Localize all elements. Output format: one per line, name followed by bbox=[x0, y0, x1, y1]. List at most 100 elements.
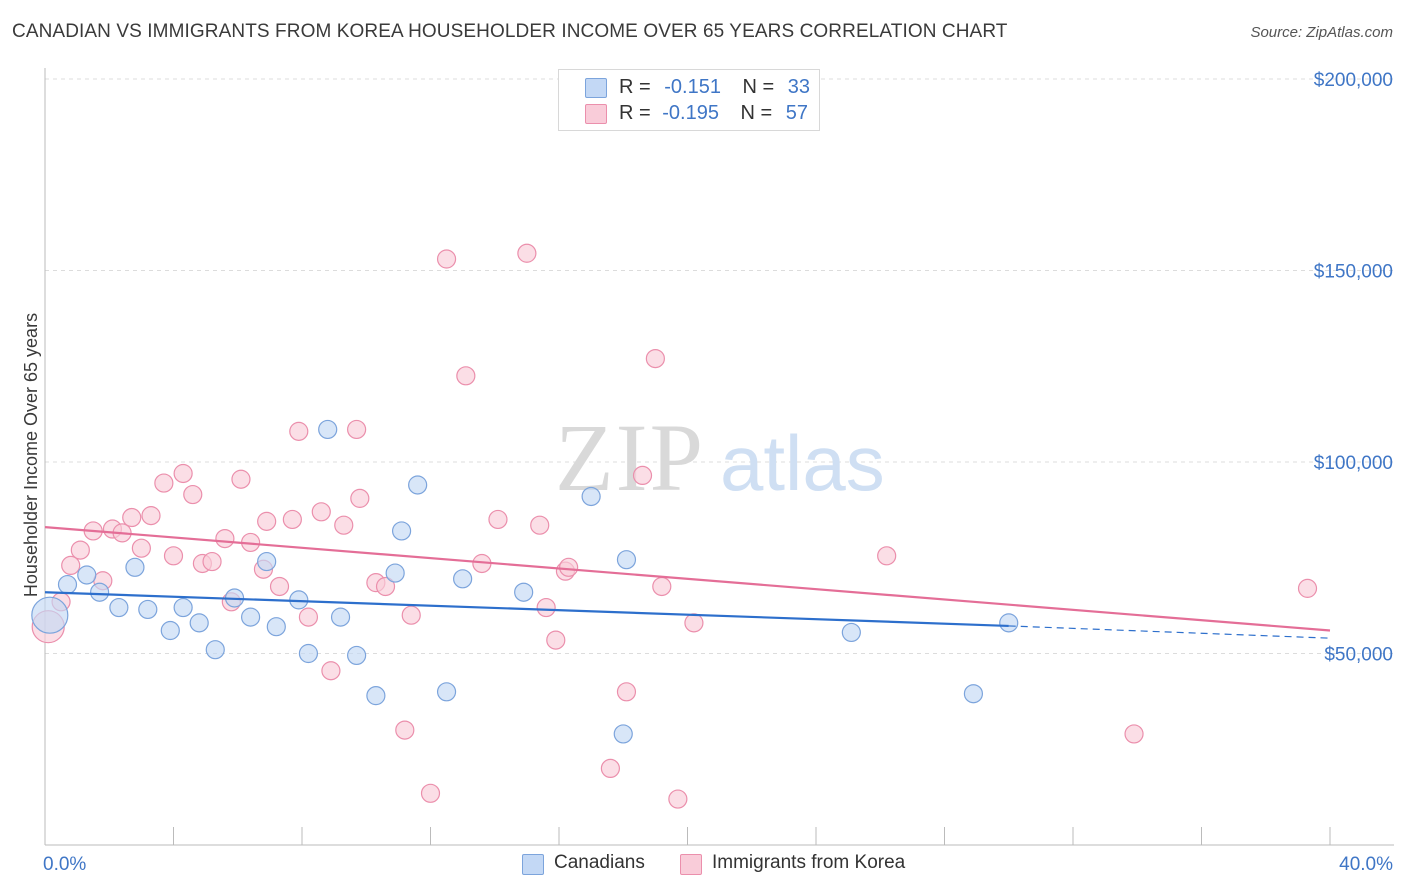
data-point bbox=[138, 599, 158, 620]
trend-line-canadians bbox=[44, 591, 1009, 628]
data-point bbox=[347, 645, 367, 666]
data-point bbox=[330, 607, 351, 627]
data-point bbox=[453, 569, 473, 589]
data-point bbox=[109, 597, 129, 618]
data-point bbox=[546, 630, 566, 650]
data-point bbox=[318, 419, 338, 440]
data-point bbox=[1297, 578, 1318, 598]
data-point bbox=[31, 596, 69, 634]
legend-swatch-blue bbox=[585, 78, 607, 98]
x-tick-labels: 0.0% 40.0% bbox=[43, 854, 1393, 875]
r-value: -0.195 bbox=[662, 102, 719, 124]
data-point bbox=[189, 613, 209, 633]
data-point bbox=[173, 463, 193, 484]
data-point bbox=[215, 528, 235, 549]
data-point bbox=[581, 486, 601, 507]
data-point bbox=[652, 576, 672, 597]
series-legend: Canadians Immigrants from Korea bbox=[0, 852, 1406, 878]
data-point bbox=[616, 682, 637, 702]
r-value: -0.151 bbox=[664, 76, 721, 98]
n-value: 33 bbox=[787, 76, 811, 98]
data-point bbox=[514, 582, 534, 602]
data-point bbox=[600, 758, 621, 779]
data-point bbox=[202, 551, 222, 572]
data-point bbox=[122, 507, 142, 528]
data-point bbox=[321, 661, 341, 681]
data-point bbox=[125, 557, 145, 577]
series-canadians-points bbox=[31, 419, 1019, 744]
data-point bbox=[668, 789, 688, 809]
watermark-atlas: atlas bbox=[720, 419, 885, 507]
data-point bbox=[257, 511, 277, 531]
data-point bbox=[408, 475, 428, 495]
legend-swatch-pink bbox=[585, 104, 607, 124]
y-tick-label: $200,000 bbox=[1314, 70, 1393, 91]
legend-label: Canadians bbox=[554, 852, 645, 873]
n-label: N = bbox=[742, 76, 775, 98]
data-point bbox=[613, 724, 633, 744]
gridlines bbox=[45, 78, 1394, 654]
series-korea-points bbox=[31, 243, 1318, 809]
r-label: R = bbox=[619, 102, 651, 124]
data-point bbox=[266, 617, 286, 637]
data-point bbox=[154, 473, 174, 493]
data-point bbox=[536, 597, 556, 618]
y-tick-label: $50,000 bbox=[1324, 645, 1393, 666]
correlation-legend: R = -0.151 N = 33 R = -0.195 N = 57 bbox=[558, 69, 820, 131]
trend-lines bbox=[44, 526, 1331, 639]
data-point bbox=[61, 555, 81, 576]
chart-title: CANADIAN VS IMMIGRANTS FROM KOREA HOUSEH… bbox=[12, 21, 1008, 42]
data-point bbox=[282, 509, 302, 530]
data-point bbox=[163, 546, 184, 566]
trend-line-korea bbox=[44, 526, 1331, 632]
data-point bbox=[632, 465, 653, 486]
data-point bbox=[401, 605, 421, 625]
data-point bbox=[160, 620, 180, 641]
data-point bbox=[205, 640, 225, 660]
data-point bbox=[241, 607, 261, 627]
data-point bbox=[375, 576, 396, 597]
data-point bbox=[298, 643, 319, 664]
data-point bbox=[517, 243, 537, 263]
data-point bbox=[334, 515, 354, 535]
data-point bbox=[385, 563, 405, 583]
data-point bbox=[420, 783, 441, 803]
legend-swatch-blue bbox=[522, 854, 544, 875]
data-point bbox=[347, 419, 367, 440]
r-label: R = bbox=[619, 76, 651, 98]
data-point bbox=[963, 684, 984, 704]
watermark-zip: ZIP bbox=[555, 404, 705, 511]
data-point bbox=[1124, 724, 1144, 744]
data-point bbox=[269, 576, 290, 597]
axes bbox=[44, 68, 1394, 846]
data-point bbox=[173, 597, 193, 618]
data-point bbox=[559, 557, 579, 577]
watermark: ZIP atlas bbox=[555, 404, 885, 511]
y-tick-label: $100,000 bbox=[1314, 453, 1393, 474]
y-axis-title: Householder Income Over 65 years bbox=[21, 313, 41, 597]
data-point bbox=[684, 613, 704, 633]
data-point bbox=[231, 469, 251, 489]
data-point bbox=[366, 686, 386, 706]
y-tick-label: $150,000 bbox=[1314, 262, 1393, 283]
x-tick-label: 0.0% bbox=[43, 854, 86, 875]
data-point bbox=[488, 509, 508, 530]
trend-line-canadians-dashed bbox=[1008, 625, 1331, 639]
data-point bbox=[841, 622, 861, 643]
data-point bbox=[877, 546, 897, 566]
n-label: N = bbox=[740, 102, 773, 124]
data-point bbox=[436, 249, 457, 269]
data-point bbox=[77, 565, 97, 585]
source-credit: Source: ZipAtlas.com bbox=[1250, 24, 1393, 41]
data-point bbox=[289, 421, 309, 441]
data-point bbox=[530, 515, 550, 535]
data-point bbox=[999, 613, 1019, 633]
data-point bbox=[90, 582, 110, 602]
legend-label: Immigrants from Korea bbox=[712, 852, 906, 873]
data-point bbox=[391, 521, 412, 541]
data-point bbox=[436, 682, 457, 702]
n-value: 57 bbox=[785, 102, 809, 124]
x-tick-label: 40.0% bbox=[1339, 854, 1393, 875]
data-point bbox=[395, 720, 415, 740]
